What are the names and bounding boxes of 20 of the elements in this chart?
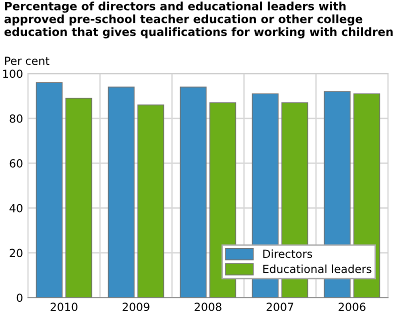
y-tick-label: 80 [10,114,22,123]
y-tick-label: 60 [10,159,22,168]
y-tick-label: 0 [16,294,22,302]
y-tick-label: 20 [10,248,22,258]
y-axis-title: Per cent [5,56,50,66]
x-tick-label: 2009 [122,302,150,312]
bar [180,86,207,298]
bar [137,104,164,298]
legend-label: Directors [263,249,312,258]
y-tick-label: 100 [3,70,22,78]
x-tick-label: 2010 [50,302,78,312]
y-tick-label: 40 [10,204,22,212]
bar [108,86,135,298]
x-tick-label: 2008 [194,302,222,312]
chart-title: Percentage of directors and educational leaders with approved pre-school teacher education or other college education that gives qualifications for working with children [4,2,393,38]
bar [65,98,92,298]
x-tick-label: 2007 [266,302,294,312]
x-tick-label: 2006 [338,302,366,312]
legend-label: Educational leaders [263,264,372,274]
bar [36,82,63,298]
